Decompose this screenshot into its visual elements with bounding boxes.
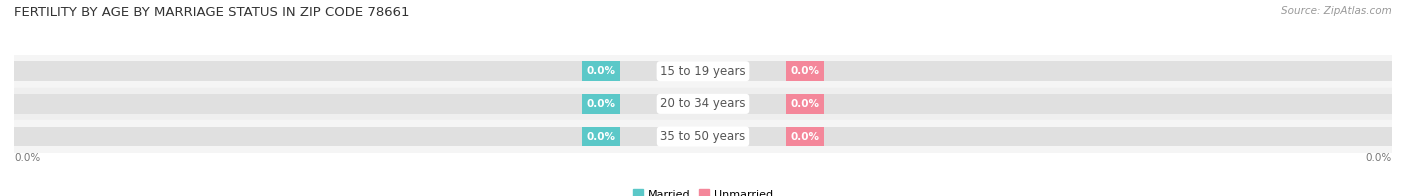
Bar bbox=[14, 120, 1392, 153]
Text: 0.0%: 0.0% bbox=[790, 132, 820, 142]
Bar bbox=[582, 61, 620, 81]
Bar bbox=[582, 94, 620, 114]
Text: 20 to 34 years: 20 to 34 years bbox=[661, 97, 745, 110]
Bar bbox=[14, 94, 1392, 114]
Text: 0.0%: 0.0% bbox=[14, 153, 41, 163]
Bar bbox=[786, 94, 824, 114]
Text: 0.0%: 0.0% bbox=[586, 66, 616, 76]
Text: 0.0%: 0.0% bbox=[790, 66, 820, 76]
Bar bbox=[786, 61, 824, 81]
Bar bbox=[14, 88, 1392, 120]
Text: 35 to 50 years: 35 to 50 years bbox=[661, 130, 745, 143]
Text: 0.0%: 0.0% bbox=[586, 132, 616, 142]
Legend: Married, Unmarried: Married, Unmarried bbox=[628, 185, 778, 196]
Text: 0.0%: 0.0% bbox=[586, 99, 616, 109]
Text: FERTILITY BY AGE BY MARRIAGE STATUS IN ZIP CODE 78661: FERTILITY BY AGE BY MARRIAGE STATUS IN Z… bbox=[14, 6, 409, 19]
Text: 15 to 19 years: 15 to 19 years bbox=[661, 65, 745, 78]
Bar bbox=[582, 127, 620, 146]
Bar bbox=[14, 55, 1392, 88]
Text: 0.0%: 0.0% bbox=[1365, 153, 1392, 163]
Text: Source: ZipAtlas.com: Source: ZipAtlas.com bbox=[1281, 6, 1392, 16]
Bar bbox=[786, 127, 824, 146]
Bar bbox=[14, 127, 1392, 146]
Text: 0.0%: 0.0% bbox=[790, 99, 820, 109]
Bar bbox=[14, 61, 1392, 81]
